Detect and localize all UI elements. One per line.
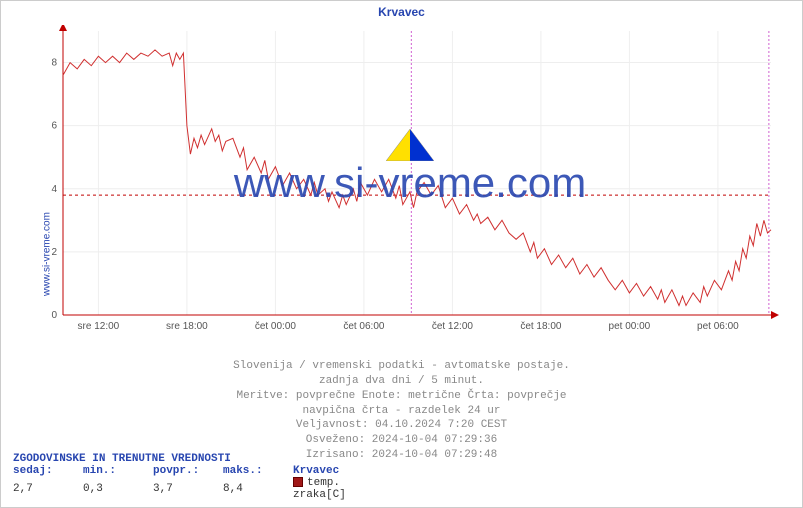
legend-hdr-min: min.:	[83, 465, 153, 477]
svg-text:čet 12:00: čet 12:00	[432, 321, 474, 332]
legend-hdr-avg: povpr.:	[153, 465, 223, 477]
chart-title: Krvavec	[1, 1, 802, 19]
chart-area: 0 2 4 6 8 sre 12:00 sre 18:00 čet 00:00 čet 06:0…	[39, 25, 781, 341]
legend-metric: temp. zraka[C]	[293, 477, 383, 501]
svg-text:8: 8	[51, 58, 57, 69]
svg-text:2: 2	[51, 247, 57, 258]
line-chart-svg: 0 2 4 6 8 sre 12:00 sre 18:00 čet 00:00 čet 06:0…	[39, 25, 781, 341]
legend-series: Krvavec	[293, 465, 383, 477]
footer-line: zadnja dva dni / 5 minut.	[1, 374, 802, 389]
legend-title: ZGODOVINSKE IN TRENUTNE VREDNOSTI	[13, 453, 391, 465]
legend-hdr-max: maks.:	[223, 465, 293, 477]
legend-val-now: 2,7	[13, 477, 83, 501]
legend-table: sedaj: min.: povpr.: maks.: Krvavec 2,7 …	[13, 465, 391, 501]
legend-swatch	[293, 477, 303, 487]
svg-text:sre 12:00: sre 12:00	[78, 321, 120, 332]
footer-line: Osveženo: 2024-10-04 07:29:36	[1, 433, 802, 448]
footer-line: Meritve: povprečne Enote: metrične Črta:…	[1, 389, 802, 404]
svg-text:čet 18:00: čet 18:00	[520, 321, 562, 332]
svg-text:4: 4	[51, 184, 57, 195]
watermark-logo	[386, 129, 434, 161]
footer-line: navpična črta - razdelek 24 ur	[1, 404, 802, 419]
legend-val-min: 0,3	[83, 477, 153, 501]
svg-text:sre 18:00: sre 18:00	[166, 321, 208, 332]
svg-text:0: 0	[51, 310, 57, 321]
svg-text:čet 06:00: čet 06:00	[343, 321, 385, 332]
footer-info: Slovenija / vremenski podatki - avtomats…	[1, 359, 802, 463]
legend-val-max: 8,4	[223, 477, 293, 501]
footer-line: Slovenija / vremenski podatki - avtomats…	[1, 359, 802, 374]
legend-val-avg: 3,7	[153, 477, 223, 501]
footer-line: Veljavnost: 04.10.2024 7:20 CEST	[1, 418, 802, 433]
legend-block: ZGODOVINSKE IN TRENUTNE VREDNOSTI sedaj:…	[13, 453, 391, 501]
svg-text:pet 06:00: pet 06:00	[697, 321, 739, 332]
svg-text:6: 6	[51, 121, 57, 132]
legend-hdr-now: sedaj:	[13, 465, 83, 477]
svg-text:čet 00:00: čet 00:00	[255, 321, 297, 332]
svg-text:pet 00:00: pet 00:00	[609, 321, 651, 332]
